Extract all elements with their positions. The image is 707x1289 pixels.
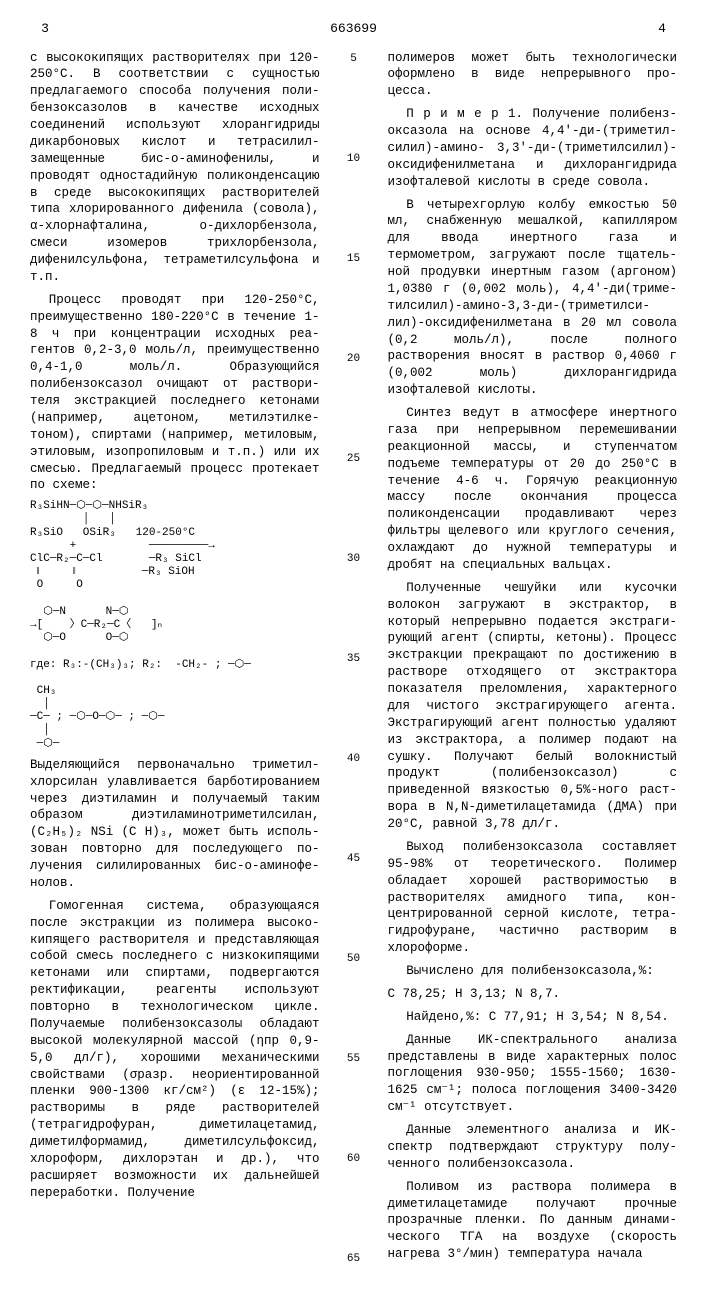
left-p2: Процесс проводят при 120-250°С, преимуще… xyxy=(30,292,320,495)
right-p7t: Вычислено для полибензоксазола,%: xyxy=(388,963,678,980)
right-p9: Данные ИК-спектрального анализа представ… xyxy=(388,1032,678,1116)
right-p8: Найдено,%: С 77,91; H 3,54; N 8,54. xyxy=(388,1009,678,1026)
left-p1: с высококипящих растворителях при 120-25… xyxy=(30,50,320,286)
right-p10: Данные элементного анализа и ИК-спектр п… xyxy=(388,1122,678,1173)
line-num: 65 xyxy=(344,1252,364,1267)
right-column: полимеров может быть технологически офор… xyxy=(388,50,678,1270)
right-p3: В четырехгорлую колбу емкостью 50 мл, сн… xyxy=(388,197,678,400)
line-num: 30 xyxy=(344,552,364,567)
line-num: 40 xyxy=(344,752,364,767)
line-num: 25 xyxy=(344,452,364,467)
line-num: 35 xyxy=(344,652,364,667)
right-p1: полимеров может быть технологически офор… xyxy=(388,50,678,101)
line-number-gutter: 5 10 15 20 25 30 35 40 45 50 55 60 65 xyxy=(344,50,364,1270)
line-num: 5 xyxy=(344,52,364,67)
right-p6: Выход полибензоксазола составляет 95-98%… xyxy=(388,839,678,957)
line-num: 20 xyxy=(344,352,364,367)
right-p2: П р и м е р 1. Получение полибенз­оксазо… xyxy=(388,106,678,190)
left-column: с высококипящих растворителях при 120-25… xyxy=(30,50,320,1270)
reaction-scheme: R₃SiHN─⬡─⬡─NHSiR₃ │ │ R₃SiO OSiR₃ 120-25… xyxy=(30,500,320,751)
right-p7: С 78,25; H 3,13; N 8,7. xyxy=(388,986,678,1003)
left-p3: Выделяющийся первоначально триметил­хлор… xyxy=(30,757,320,892)
page-header: 3 663699 4 xyxy=(30,20,677,38)
line-num: 60 xyxy=(344,1152,364,1167)
right-p5: Полученные чешуйки или кусочки волокон з… xyxy=(388,580,678,833)
right-p4: Синтез ведут в атмосфере инерт­ного газа… xyxy=(388,405,678,574)
line-num: 50 xyxy=(344,952,364,967)
line-num: 55 xyxy=(344,1052,364,1067)
right-p11: Поливом из раствора полимера в диметилац… xyxy=(388,1179,678,1263)
line-num: 15 xyxy=(344,252,364,267)
two-column-body: с высококипящих растворителях при 120-25… xyxy=(30,50,677,1270)
doc-number: 663699 xyxy=(60,20,647,38)
page-num-left: 3 xyxy=(30,20,60,38)
line-num: 10 xyxy=(344,152,364,167)
page-num-right: 4 xyxy=(647,20,677,38)
left-p4: Гомогенная система, образующаяся после э… xyxy=(30,898,320,1202)
line-num: 45 xyxy=(344,852,364,867)
